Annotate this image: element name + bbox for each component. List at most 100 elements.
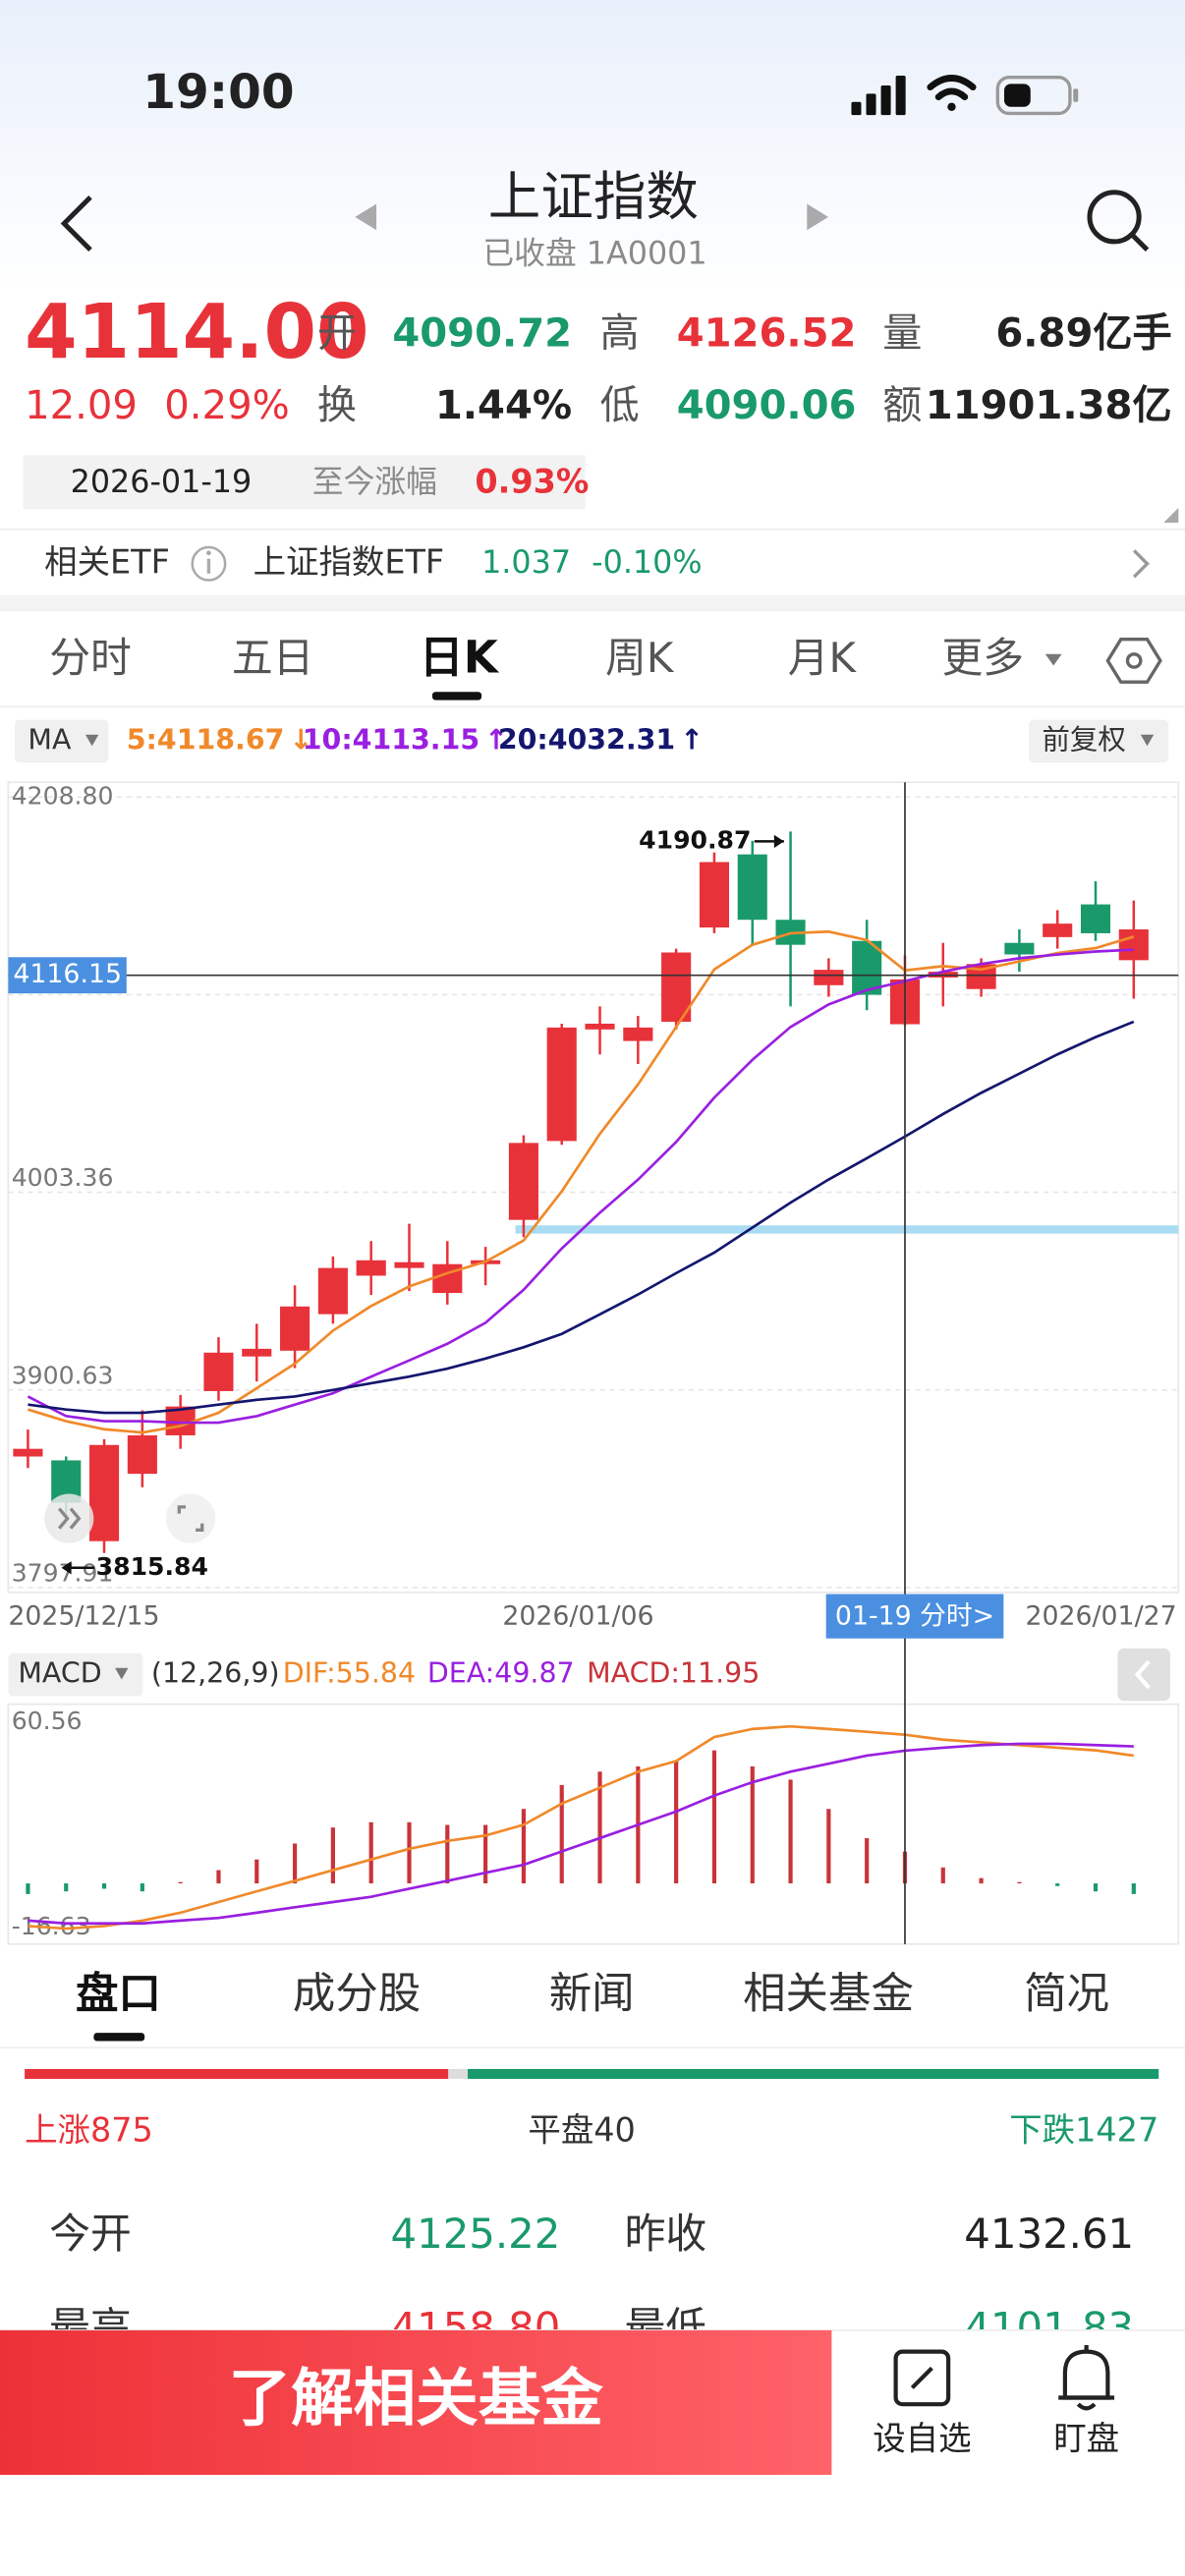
detail-tab-active[interactable]: 盘口 [76,1970,161,2019]
y-tick-label: 3900.63 [12,1361,114,1389]
cta-label: 了解相关基金 [229,2362,604,2435]
back-button[interactable] [60,195,92,252]
adjust-name: 前复权 [1042,723,1125,756]
candle-body [432,1263,463,1294]
candle-body [280,1306,310,1351]
ma-line [28,1020,1135,1415]
etf-price: 1.037 [481,545,571,581]
info-icon[interactable] [191,545,227,582]
candle-body [203,1352,234,1391]
breadth-down: 下跌1427 [1009,2110,1158,2149]
candle-body [127,1434,157,1475]
detail-tab[interactable]: 成分股 [293,1970,421,2019]
chart-controls [44,1493,216,1543]
stat-value: 4132.61 [964,2210,1134,2258]
field-label: 开 [317,310,357,356]
alert-icon[interactable] [1058,2344,1115,2411]
macd-chart: 60.56 -16.63 [12,1707,1136,1940]
action-label[interactable]: 盯盘 [1053,2419,1119,2457]
breadth-count: 1427 [1075,2110,1158,2149]
wifi-icon [927,75,977,111]
period-tab[interactable]: 五日 [232,634,314,682]
dropdown-arrow [85,734,99,747]
status-time: 19:00 [142,65,294,120]
macd-line [28,1724,1134,1931]
ma-legend-trend: ↑ [484,723,508,756]
panel-toggle[interactable] [1117,1648,1170,1702]
signal-icon [851,75,906,116]
tab-indicator [431,692,482,700]
detail-tab[interactable]: 相关基金 [743,1970,914,2019]
breadth-down-bar [468,2068,1159,2079]
fullscreen-icon [177,1505,187,1514]
ma-legend-value: 20:4032.31 [498,723,675,756]
field-label: 额 [882,383,922,428]
field-label: 低 [600,383,640,428]
page-title: 上证指数 [488,166,699,228]
max-label: 4190.87 [639,825,751,854]
period-tab[interactable]: 更多 [941,634,1024,682]
detail-tab[interactable]: 新闻 [549,1970,635,2019]
action-label[interactable]: 设自选 [873,2419,971,2457]
field-value: 4090.72 [392,310,572,356]
tab-indicator [93,2033,145,2042]
dropdown-arrow [1140,734,1155,747]
ma-legend-trend: ↓ [289,723,312,756]
y-tick-label: 4003.36 [12,1163,114,1192]
price-change-pct: 0.29% [164,383,289,428]
candle-body [242,1348,272,1357]
header-background [0,0,1185,297]
period-tab[interactable]: 月K [788,634,858,682]
period-tab-active[interactable]: 日K [420,631,500,683]
candle-body [317,1267,348,1315]
candle-body [546,1027,577,1142]
adjust-select[interactable] [1029,719,1169,763]
candle-body [356,1260,386,1276]
last-price: 4114.00 [25,289,368,376]
candle-body [1118,929,1149,961]
stat-label: 昨收 [625,2210,707,2258]
ma-legend-trend: ↑ [680,723,704,756]
candle-body [737,854,767,921]
min-arrow-head [61,1561,72,1575]
indicator-select[interactable] [15,719,109,763]
field-label: 换 [317,383,357,428]
etf-change: -0.10% [592,545,702,581]
field-value: 4090.06 [677,383,857,428]
candle-body [88,1444,120,1541]
period-tab[interactable]: 周K [605,634,675,682]
breadth-flat: 平盘40 [528,2110,635,2149]
etf-chevron[interactable] [1132,549,1150,579]
expand-icon [57,1507,70,1530]
quote-date: 2026-01-19 [71,465,253,500]
search-button[interactable] [1087,190,1150,252]
ma-legend: 10:4113.15 ↑ [303,723,508,756]
macd-params: (12,26,9) [151,1656,280,1689]
macd-select[interactable] [8,1652,143,1697]
indicator-name: MA [28,723,72,756]
next-button[interactable] [807,203,829,231]
field-label: 量 [882,310,922,356]
breadth-count: 875 [90,2110,153,2149]
cta-button[interactable] [0,2329,832,2476]
fullscreen-button[interactable] [165,1493,216,1543]
fullscreen-icon [196,1523,204,1532]
stat-label: 今开 [49,2210,132,2258]
ma-legend-value: 10:4113.15 [303,723,480,756]
cursor-value: 4116.15 [13,959,122,989]
ma-legend: 20:4032.31 ↑ [498,723,704,756]
battery-icon [995,75,1079,116]
etf-name[interactable]: 上证指数ETF [254,542,445,581]
detail-tab[interactable]: 简况 [1024,1970,1109,2019]
y-tick-label: 60.56 [12,1707,83,1735]
ma-line [28,929,1135,1434]
period-tab[interactable]: 分时 [49,634,132,682]
prev-button[interactable] [355,203,377,231]
settings-button[interactable] [1105,638,1162,684]
breadth-bar [25,2068,1159,2079]
candle-body [13,1448,43,1457]
candle-body [585,1023,615,1030]
max-arrow-head [773,834,784,849]
macd-legend: MACD:11.95 [587,1656,760,1689]
watchlist-icon[interactable] [893,2349,951,2407]
